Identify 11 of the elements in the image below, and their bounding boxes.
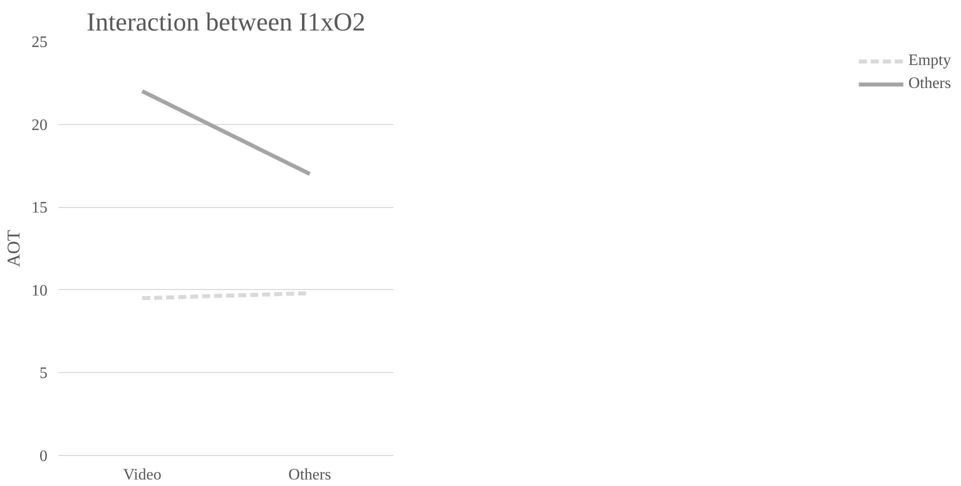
y-tick-label: 5 <box>40 365 48 382</box>
legend-label: Others <box>908 75 951 93</box>
y-tick-label: 20 <box>32 116 48 134</box>
chart-title: Interaction between I1xO2 <box>86 8 366 36</box>
y-tick-label: 10 <box>32 282 48 300</box>
y-tick-label: 25 <box>32 34 48 51</box>
x-tick-label: Video <box>123 466 162 484</box>
y-tick-label: 0 <box>40 448 48 465</box>
y-tick-label: 15 <box>32 200 48 217</box>
y-axis-title: AOT <box>4 230 24 267</box>
legend-label: Empty <box>908 52 951 70</box>
